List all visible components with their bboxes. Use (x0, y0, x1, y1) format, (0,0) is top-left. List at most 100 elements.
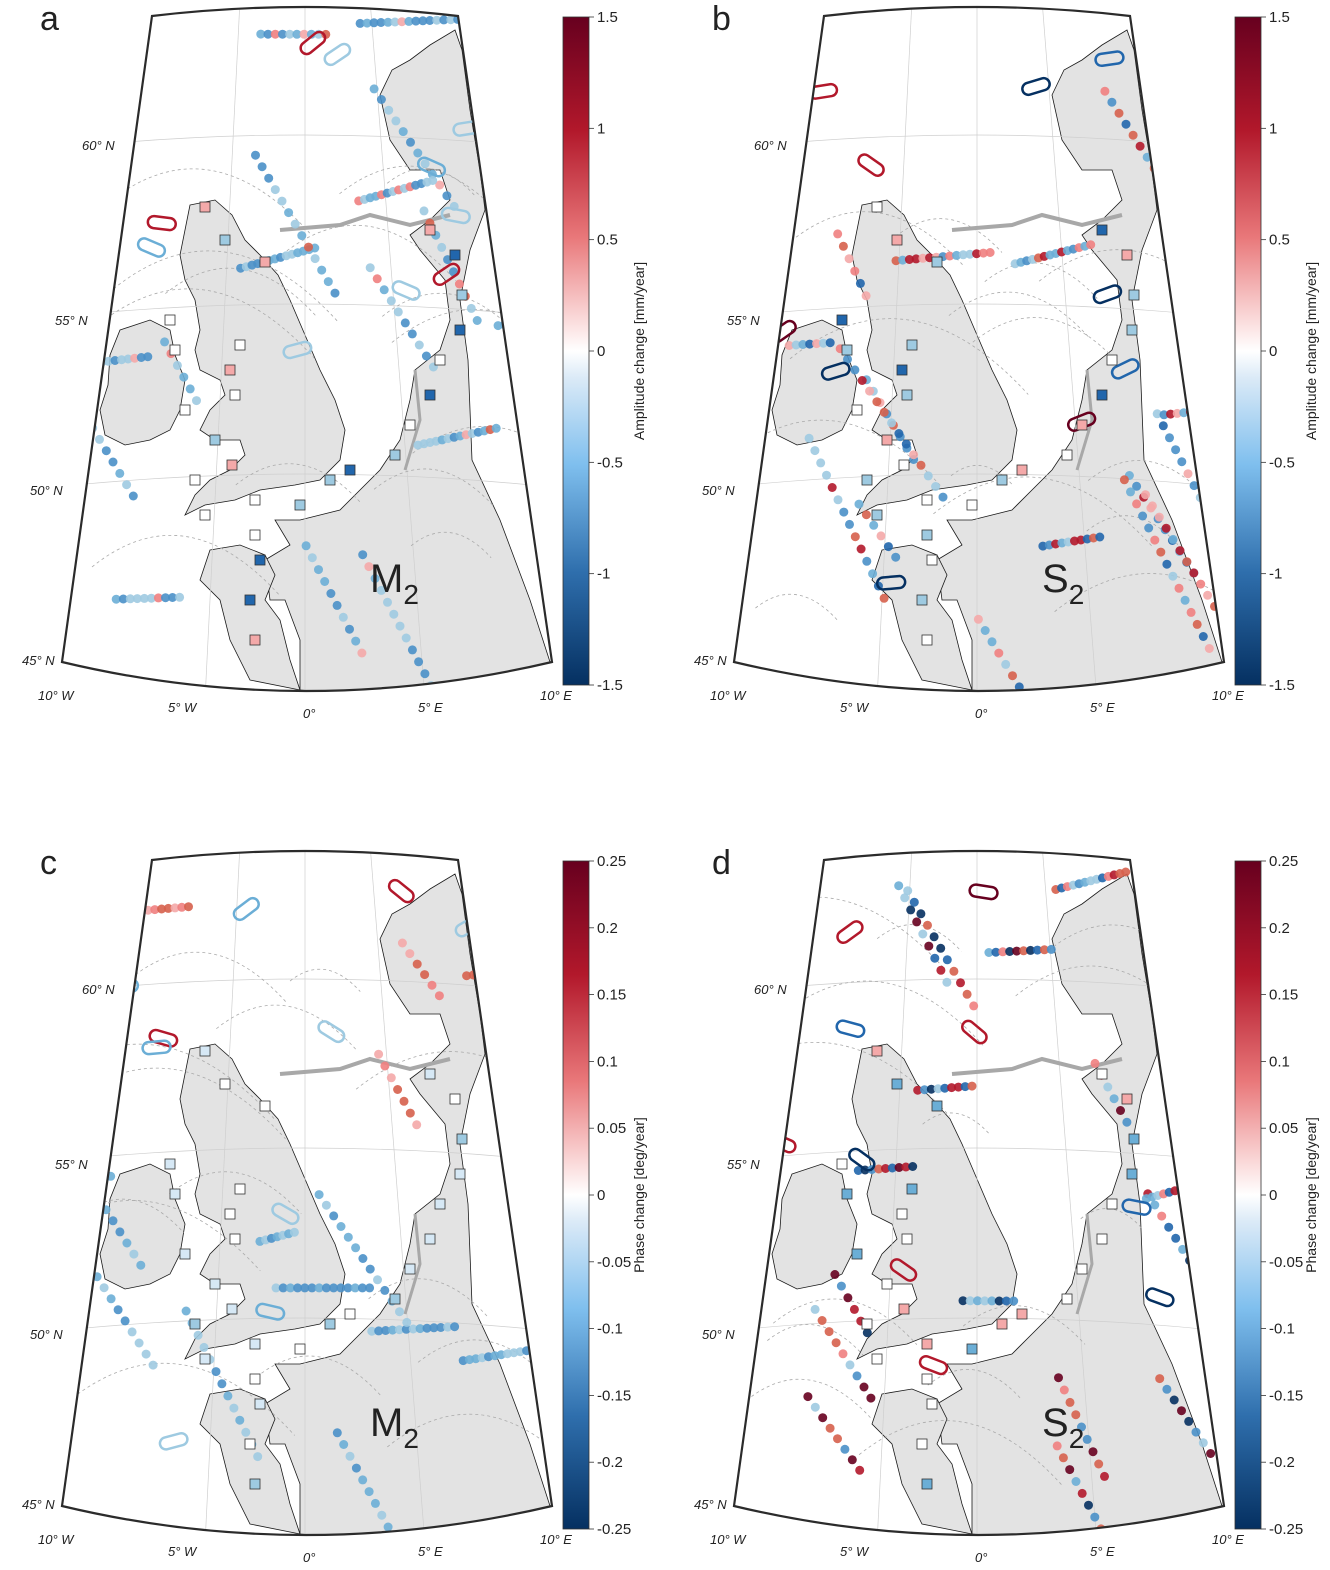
track-point (891, 256, 901, 266)
colorbar-tick-label: 0.25 (1269, 853, 1298, 870)
latitude-label: 55° N (55, 313, 88, 328)
track-point (110, 908, 119, 918)
land-continent (936, 873, 1223, 1535)
track-point (462, 971, 472, 981)
track-point (857, 376, 867, 385)
transect-line (403, 369, 422, 471)
colorbar-tick-label: 0 (597, 1187, 605, 1204)
track-point (901, 1162, 911, 1172)
colorbar-tick-label: 0 (597, 343, 605, 360)
cotidal-line (791, 211, 965, 268)
colorbar-tick-label: -0.25 (1269, 1521, 1303, 1538)
track-point (407, 329, 417, 339)
colorbar-tick-label: 0.05 (1269, 1120, 1298, 1137)
track-point (978, 248, 988, 258)
track-point (185, 384, 195, 394)
track-point (292, 29, 302, 39)
track-point (481, 969, 491, 978)
panel-letter: b (712, 0, 731, 38)
track-point (859, 1382, 869, 1392)
crossover-marker (146, 214, 177, 232)
track-point (803, 1392, 813, 1402)
colorbar-tick-label: 0 (1269, 343, 1277, 360)
track-point (111, 594, 121, 604)
track-point (491, 968, 501, 978)
track-point (123, 354, 133, 364)
track-point (1192, 619, 1202, 629)
track-point (1178, 1244, 1188, 1254)
latitude-label: 45° N (22, 653, 55, 668)
track-point (414, 657, 424, 667)
track-point (122, 1238, 132, 1248)
cotidal-line (417, 1339, 552, 1383)
track-point (1189, 481, 1199, 491)
graticule-lat (734, 473, 1224, 489)
track-point (358, 1475, 368, 1485)
track-point (1183, 469, 1193, 479)
track-point (326, 589, 336, 598)
track-point (1109, 1094, 1119, 1104)
track-point (945, 251, 955, 261)
track-point (310, 254, 320, 264)
latitude-label: 60° N (82, 138, 115, 153)
land-ireland (771, 319, 858, 446)
cotidal-line (130, 951, 286, 1002)
track-point (1162, 1384, 1172, 1394)
track-point (980, 1296, 990, 1306)
panel-b: 60° N 55° N 50° N 45° N 10° W 5° W 0° 5° E 10° E… (694, 0, 1319, 721)
track-point (1090, 1512, 1100, 1522)
track-point (386, 1073, 396, 1083)
track-point (414, 340, 424, 350)
track-point (900, 893, 910, 903)
track-point (1226, 403, 1235, 412)
crossover-marker (1094, 50, 1125, 68)
tide-gauge-marker (209, 434, 221, 446)
cotidal-line (734, 896, 945, 969)
track-point (1182, 557, 1192, 567)
track-point (395, 1307, 404, 1317)
track-point (442, 191, 452, 201)
longitude-label: 5° E (418, 700, 443, 715)
track-point (1028, 705, 1037, 714)
track-point (391, 116, 401, 126)
track-point (317, 265, 327, 275)
cotidal-line (984, 262, 1098, 299)
track-point (894, 881, 904, 891)
track-point (285, 29, 295, 39)
cotidal-line (368, 1278, 488, 1317)
tide-gauge-marker (836, 314, 848, 326)
colorbar-tick-label: 0.15 (597, 987, 626, 1004)
graticule-lon (876, 851, 913, 1535)
tide-gauge-marker (881, 1278, 893, 1290)
track-point (916, 460, 926, 470)
track-point (931, 482, 941, 491)
track-point (420, 669, 430, 679)
track-point (498, 968, 508, 978)
track-point (1192, 406, 1202, 416)
track-point (1198, 1438, 1208, 1448)
tide-gauge-marker (898, 459, 910, 471)
track-point (289, 1227, 299, 1237)
tide-gauge-marker (871, 1045, 883, 1057)
tide-gauge-marker (404, 419, 416, 431)
crossover-marker (271, 1202, 300, 1226)
track-point (1196, 579, 1206, 589)
tide-gauge-marker (234, 339, 246, 351)
crossover-marker (1145, 1287, 1175, 1308)
track-point (179, 372, 189, 382)
track-point (930, 953, 940, 963)
track-point (223, 1391, 233, 1401)
crossover-marker (148, 1028, 179, 1048)
track-point (862, 1328, 872, 1338)
track-point (551, 313, 552, 323)
longitude-label: 0° (303, 1550, 315, 1565)
track-point (351, 636, 361, 646)
cotidal-line (281, 224, 457, 281)
track-point (1212, 1300, 1222, 1310)
track-point (350, 1283, 360, 1293)
tide-gauge-marker (1016, 464, 1028, 476)
transect-line (1075, 1213, 1094, 1315)
track-point (847, 1455, 857, 1465)
colorbar-tick-label: 0.15 (1269, 987, 1298, 1004)
track-point (429, 1323, 439, 1333)
